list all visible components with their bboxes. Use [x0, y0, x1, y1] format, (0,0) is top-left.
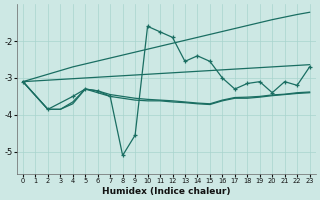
X-axis label: Humidex (Indice chaleur): Humidex (Indice chaleur) [102, 187, 230, 196]
